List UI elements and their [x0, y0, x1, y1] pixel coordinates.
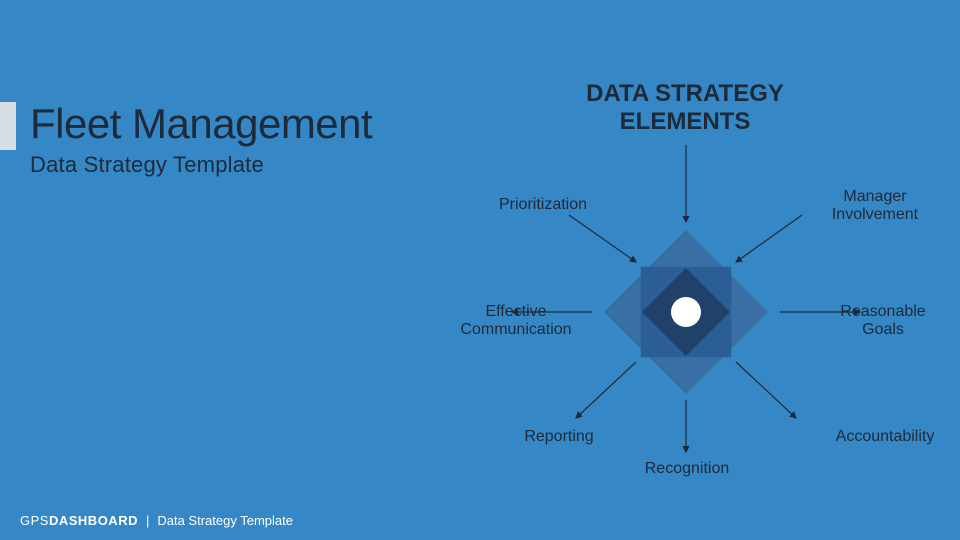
footer-logo-thin: GPS [20, 513, 49, 528]
footer-logo-bold: DASHBOARD [49, 513, 138, 528]
label-recognition: Recognition [632, 460, 742, 478]
label-reporting: Reporting [504, 428, 614, 446]
label-manager_involvement: ManagerInvolvement [810, 188, 940, 225]
arrow-lower_right [736, 362, 796, 418]
footer-text: Data Strategy Template [157, 513, 293, 528]
arrow-upper_right [736, 215, 802, 262]
label-effective_communication: EffectiveCommunication [436, 303, 596, 340]
diagram-svg [0, 0, 960, 540]
slide-root: Fleet Management Data Strategy Template … [0, 0, 960, 540]
label-reasonable_goals: ReasonableGoals [818, 303, 948, 340]
label-accountability: Accountability [820, 428, 950, 446]
arrow-upper_left [569, 215, 636, 262]
arrow-lower_left [576, 362, 636, 418]
center-circle [671, 297, 701, 327]
footer: GPSDASHBOARD | Data Strategy Template [20, 513, 293, 528]
footer-logo: GPSDASHBOARD [20, 513, 138, 528]
footer-separator: | [146, 513, 149, 528]
label-prioritization: Prioritization [478, 196, 608, 214]
